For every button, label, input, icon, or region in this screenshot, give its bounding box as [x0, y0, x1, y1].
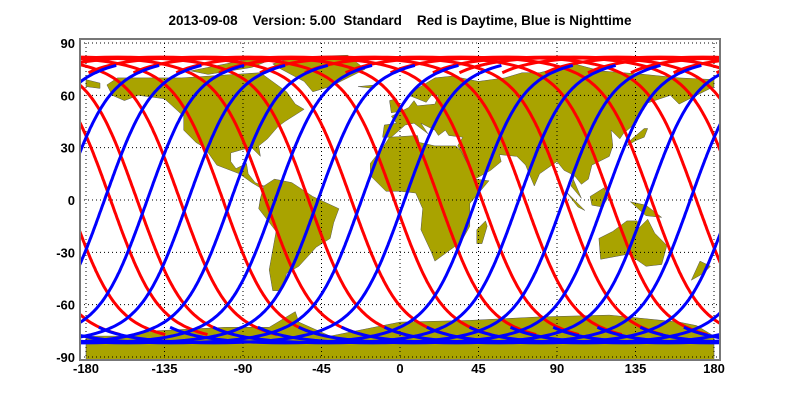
y-tick-label: 60: [61, 88, 75, 103]
daytime-track: [175, 55, 580, 337]
landmass-south-america: [258, 178, 340, 291]
daytime-track: [87, 55, 492, 337]
daytime-track: [0, 57, 35, 335]
daytime-track: [80, 227, 166, 337]
nighttime-track: [0, 65, 33, 343]
nighttime-track: [80, 63, 416, 345]
nighttime-track: [340, 72, 720, 345]
y-tick-label: -30: [56, 245, 75, 260]
x-tick-label: -45: [312, 361, 331, 376]
y-tick-label: 90: [61, 36, 75, 51]
plot-frame: [79, 38, 721, 361]
daytime-track: [80, 83, 235, 337]
x-tick-label: 0: [396, 361, 403, 376]
daytime-track: [389, 55, 720, 266]
axis-ticks: -180 -135 -90 -45 0 45 90 135 180 90 60 30 0 -30 -60 -9…: [56, 36, 725, 376]
daytime-track: [80, 55, 449, 337]
nighttime-track: [98, 63, 502, 345]
daytime-track: [432, 55, 720, 154]
landmass-chukotka: [85, 79, 101, 89]
x-tick-label: 90: [550, 361, 564, 376]
nighttime-track: [426, 229, 720, 345]
x-tick-label: -180: [73, 361, 99, 376]
daytime-track: [218, 55, 623, 337]
y-tick-label: -60: [56, 298, 75, 313]
nighttime-track: [80, 63, 245, 325]
daytime-track: [80, 55, 406, 337]
nighttime-track: [683, 325, 720, 340]
landmass-sumatra: [565, 191, 586, 211]
nighttime-track: [169, 63, 574, 345]
landmass-japan: [626, 128, 649, 147]
nighttime-track: [80, 63, 329, 344]
nighttime-track: [80, 63, 160, 157]
nighttime-track: [80, 63, 286, 339]
daytime-track: [80, 63, 278, 337]
nighttime-track: [257, 63, 661, 345]
daytime-track: [715, 69, 720, 75]
y-tick-label: 0: [68, 193, 75, 208]
x-tick-label: -135: [151, 361, 177, 376]
daytime-track: [762, 57, 800, 335]
x-tick-label: -90: [234, 361, 253, 376]
landmass-eurasia: [382, 63, 715, 199]
map-title: 2013-09-08 Version: 5.00 Standard Red is…: [168, 13, 632, 28]
orbit-tracks: [0, 55, 800, 345]
landmass-north-america: [106, 72, 305, 189]
daytime-track: [80, 57, 321, 337]
x-tick-label: 135: [625, 361, 647, 376]
x-tick-label: 180: [703, 361, 725, 376]
nighttime-track: [80, 63, 202, 268]
nighttime-track: [212, 63, 617, 345]
landmass-new-guinea: [629, 201, 663, 218]
daytime-track: [132, 55, 537, 337]
nighttime-track: [383, 121, 720, 345]
daytime-track: [259, 55, 663, 337]
y-tick-label: 30: [61, 141, 75, 156]
daytime-track: [344, 55, 720, 326]
daytime-track: [80, 55, 363, 337]
x-tick-label: 45: [471, 361, 485, 376]
daytime-track: [458, 55, 720, 102]
nighttime-track: [80, 63, 373, 345]
daytime-track: [80, 119, 208, 337]
landmass-madagascar: [476, 220, 488, 244]
nighttime-track: [298, 63, 702, 345]
nighttime-track: [468, 310, 720, 345]
y-tick-label: -90: [56, 350, 75, 365]
nighttime-track: [80, 63, 459, 345]
nighttime-track: [727, 65, 800, 343]
daytime-track: [304, 55, 708, 337]
